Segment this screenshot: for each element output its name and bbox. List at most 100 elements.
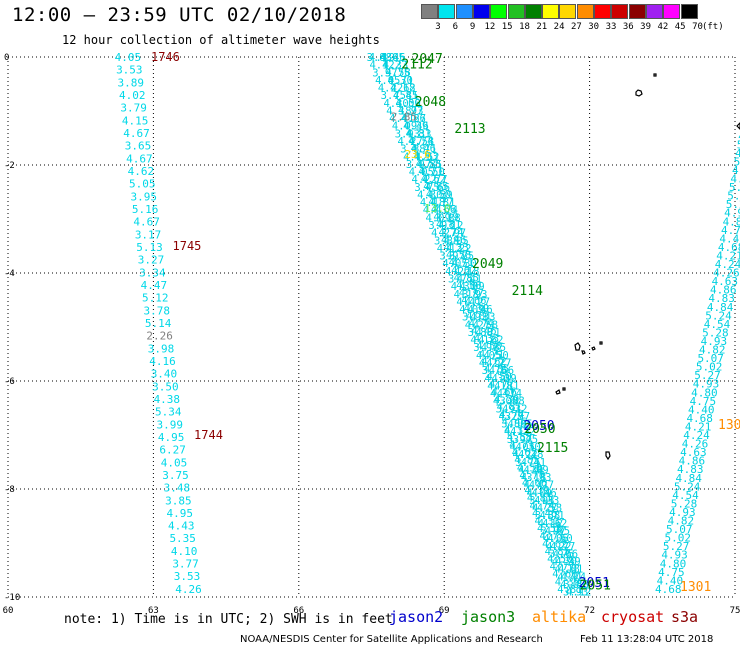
swh-value-middle: 4.74 (408, 136, 433, 148)
swh-value-middle: 4.62 (542, 518, 567, 530)
x-tick-label: 72 (584, 606, 595, 616)
legend-swatch (421, 4, 438, 19)
swh-value-left: 5.35 (169, 532, 196, 545)
swh-value-middle: 4.77 (459, 288, 484, 300)
swh-value-middle: 3.97 (507, 434, 532, 446)
swh-value-middle-special: 2.85 (390, 110, 417, 123)
swh-value-middle: 4.27 (532, 503, 557, 515)
swh-value-middle: 4.81 (494, 380, 519, 392)
swh-value-right: 5.27 (694, 369, 721, 382)
swh-value-middle: 4.30 (515, 441, 540, 453)
legend-tick-label: 45 (674, 22, 686, 32)
swh-value-middle: 4.22 (382, 60, 407, 72)
swh-value-middle: 4.66 (401, 113, 426, 125)
island-outline (635, 89, 643, 97)
legend-tick-label: 30 (588, 22, 600, 32)
swh-value-middle: 4.81 (406, 128, 431, 140)
pass-time-middle: 2113 (454, 122, 485, 137)
swh-value-middle: 4.71 (539, 510, 564, 522)
swh-value-middle: 4.39 (427, 189, 452, 201)
swh-value-middle: 4.18 (521, 472, 546, 484)
swh-value-middle: 4.09 (493, 396, 518, 408)
swh-value-middle: 4.71 (449, 257, 474, 269)
swh-value-middle: 4.62 (481, 356, 506, 368)
generation-timestamp: Feb 11 13:28:04 UTC 2018 (580, 634, 714, 645)
legend-tick-label: 21 (536, 22, 548, 32)
swh-value-middle: 4.09 (392, 121, 417, 133)
pass-time-right: 1301 (680, 580, 711, 595)
swh-value-middle: 3.93 (462, 289, 487, 301)
y-tick-label: -2 (4, 161, 15, 171)
legend-swatch (645, 4, 663, 19)
swh-value-middle: 4.30 (484, 373, 509, 385)
swh-value-right: 4.63 (680, 446, 707, 459)
swh-value-right: 5.24 (737, 138, 740, 151)
swh-value-right: 4.84 (738, 130, 740, 143)
swh-value-middle: 4.74 (529, 500, 554, 512)
swh-value-right: 5.02 (664, 532, 691, 545)
swh-value-middle: 4.39 (403, 120, 428, 132)
swh-value-right: 4.80 (691, 386, 718, 399)
swh-value-middle: 4.41 (393, 90, 418, 102)
swh-value-middle: 4.77 (550, 541, 575, 553)
swh-value-middle: 4.41 (521, 457, 546, 469)
swh-value-middle: 4.85 (545, 526, 570, 538)
swh-value-middle: 4.50 (547, 533, 572, 545)
swh-value-left: 4.67 (126, 152, 153, 165)
swh-value-middle: 4.66 (522, 478, 547, 490)
island-outline (736, 122, 740, 130)
swh-value-middle: 4.33 (474, 333, 499, 345)
swh-value-middle: 4.27 (529, 480, 554, 492)
swh-value-middle: 4.18 (390, 83, 415, 95)
swh-value-right: 4.54 (735, 147, 740, 160)
legend-tick-label: 42 (657, 22, 669, 32)
swh-value-right: 4.84 (675, 472, 702, 485)
swh-value-middle: 4.66 (492, 386, 517, 398)
footer-note: note: 1) Time is in UTC; 2) SWH is in fe… (64, 612, 393, 627)
swh-value-middle: 4.39 (555, 576, 580, 588)
swh-value-middle: 4.05 (443, 235, 468, 247)
satellite-label-altika: altika (532, 608, 587, 626)
swh-value-middle: 4.33 (383, 60, 408, 72)
swh-value-middle: 4.33 (470, 312, 495, 324)
y-tick-label: -10 (4, 593, 20, 603)
swh-value-middle: 4.22 (546, 541, 571, 553)
swh-value-middle: 4.58 (507, 432, 532, 444)
pass-time-middle: 2050 (523, 419, 554, 434)
swh-value-middle: 3.88 (434, 235, 459, 247)
swh-value-left: 3.48 (164, 482, 191, 495)
legend-swatch (680, 4, 698, 19)
swh-value-middle: 4.58 (409, 136, 434, 148)
swh-value-middle: 4.62 (478, 335, 503, 347)
pass-time-middle: 2051 (580, 579, 611, 594)
swh-value-left: 4.05 (161, 456, 188, 469)
swh-value-middle: 4.50 (486, 371, 511, 383)
swh-value-middle: 4.33 (413, 151, 438, 163)
swh-value-middle: 4.58 (473, 319, 498, 331)
swh-value-middle: 4.18 (454, 289, 479, 301)
swh-value-middle: 4.27 (465, 319, 490, 331)
swh-value-right: 5.28 (671, 497, 698, 510)
x-tick-label: 63 (148, 606, 159, 616)
swh-value-right: 4.93 (732, 164, 740, 177)
swh-value-middle: 4.71 (479, 348, 504, 360)
swh-value-middle: 4.62 (542, 538, 567, 550)
swh-value-middle: 4.12 (566, 587, 591, 599)
swh-value-right: 4.93 (661, 549, 688, 562)
swh-value-middle-special: 4.19 (369, 51, 396, 64)
swh-value-middle: 4.05 (507, 419, 532, 431)
pass-time-middle: 2049 (472, 257, 503, 272)
swh-value-middle: 4.12 (438, 220, 463, 232)
swh-value-left: 3.79 (120, 102, 147, 115)
island-outline (562, 387, 566, 391)
swh-value-left: 4.47 (141, 279, 168, 292)
swh-value-middle: 4.66 (552, 569, 577, 581)
swh-value-middle: 4.74 (497, 388, 522, 400)
swh-value-left: 4.67 (123, 127, 150, 140)
legend-swatch (594, 4, 611, 19)
swh-value-left: 3.40 (151, 368, 178, 381)
swh-value-middle: 3.97 (505, 411, 530, 423)
swh-value-right: 4.54 (672, 489, 699, 502)
swh-value-left: 5.05 (129, 178, 156, 191)
legend-tick-label: 12 (484, 22, 496, 32)
